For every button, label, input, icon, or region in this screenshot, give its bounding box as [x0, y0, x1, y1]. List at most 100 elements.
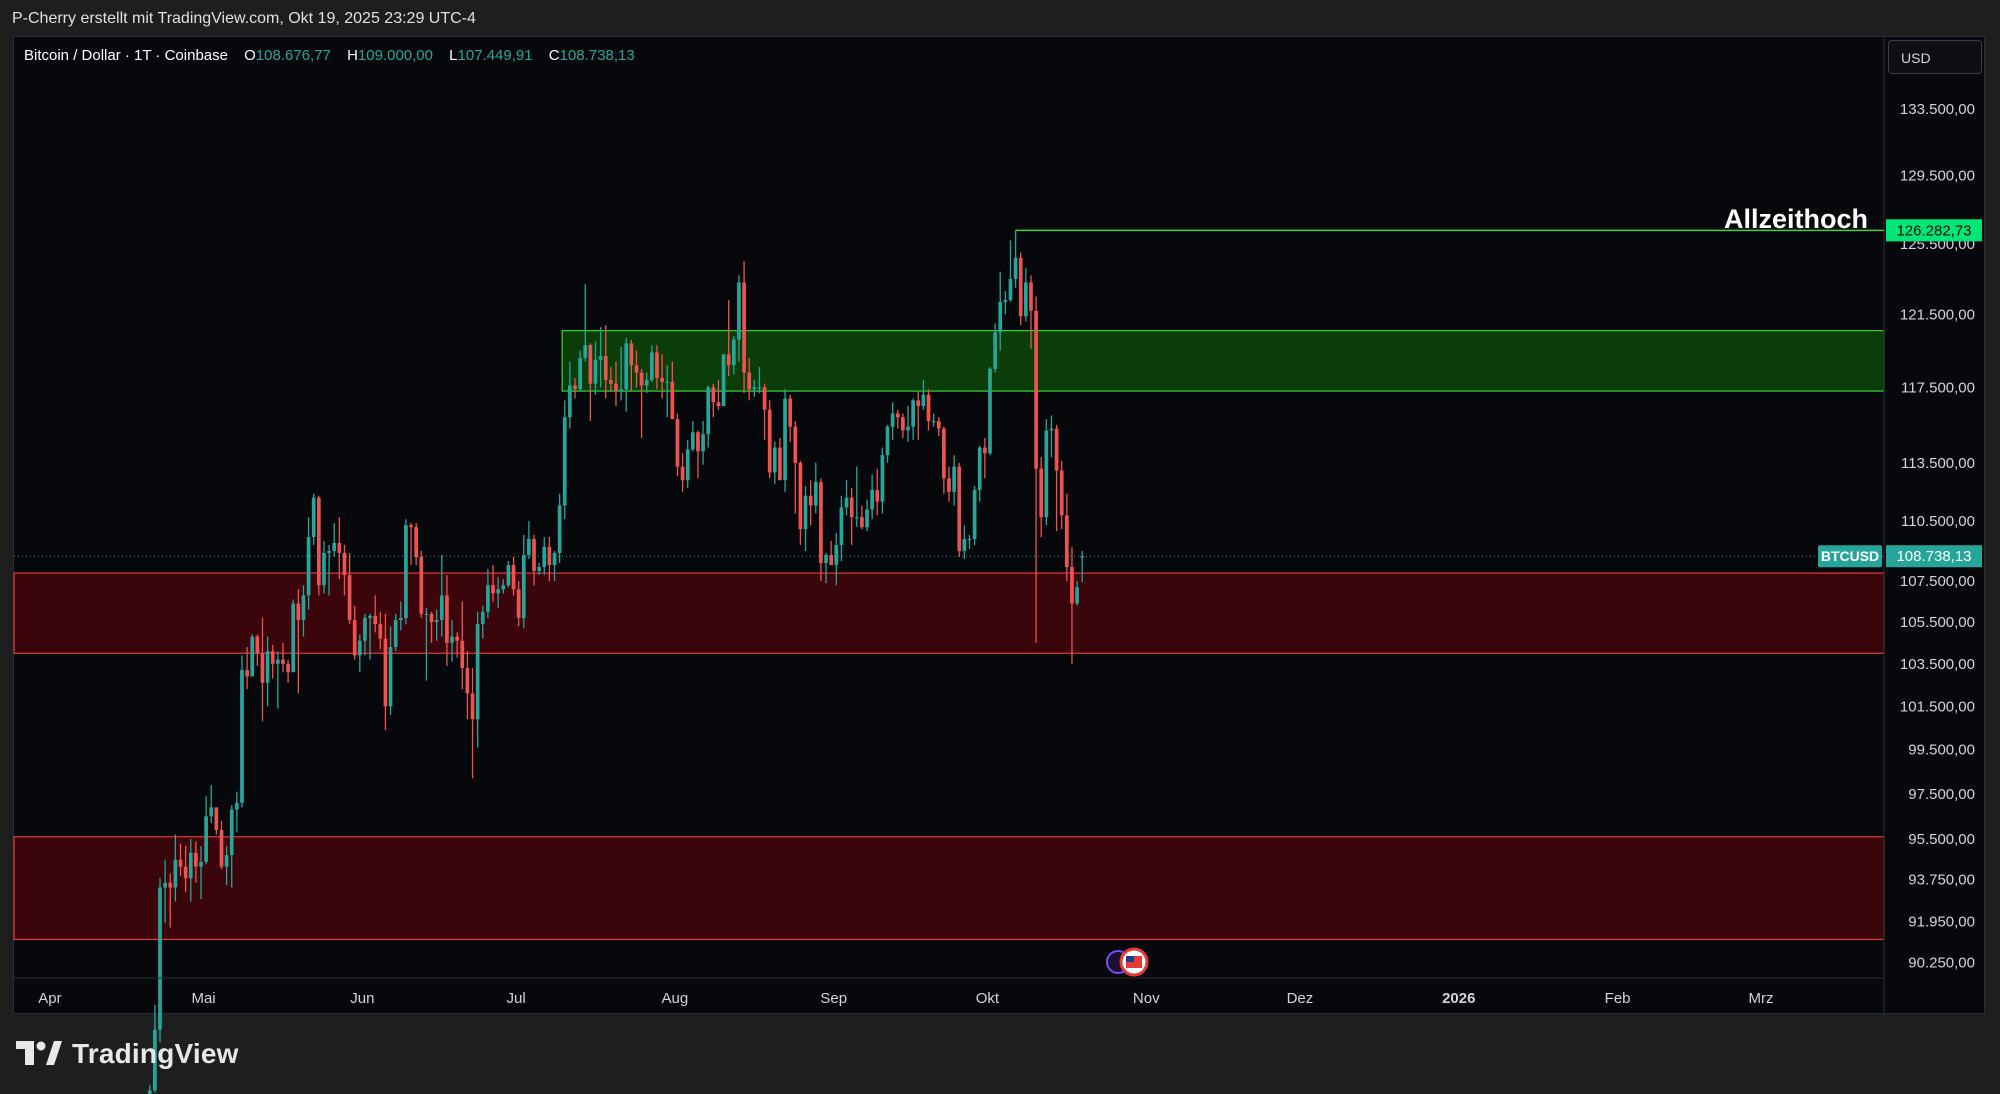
candle-body [439, 595, 444, 621]
time-tick-label: Jun [350, 990, 374, 1007]
candle-body [291, 603, 296, 673]
close-label: C [548, 47, 560, 64]
candle-body [1075, 587, 1079, 604]
candle-body [511, 565, 516, 590]
candle-body [398, 617, 403, 621]
candle-body [865, 509, 869, 528]
candle-layer [147, 230, 1085, 1094]
candle-body [936, 421, 941, 429]
candle-body [332, 542, 337, 551]
candle-body [532, 539, 536, 572]
candle-body [219, 829, 224, 867]
candle-body [583, 345, 588, 358]
candle-body [347, 575, 352, 621]
candle-body [644, 379, 649, 386]
price-axis-layer: 90.250,00 91.950,00 93.750,00 95.500,00 97.5… [1883, 37, 1975, 1014]
price-tick-label: 129.500,00 [1900, 168, 1975, 185]
ath-price-badge [1886, 219, 1982, 242]
candle-body [665, 381, 670, 383]
candle-body [194, 852, 198, 867]
candle-body [993, 332, 997, 369]
candle-body [598, 356, 603, 360]
candle-body [1049, 428, 1054, 431]
candle-body [639, 372, 644, 386]
currency-button[interactable]: USD [1888, 40, 1982, 74]
candle-body [352, 620, 357, 656]
candle-body [655, 352, 659, 379]
candle-body [977, 447, 982, 490]
candle-body [726, 354, 731, 366]
candle-body [824, 554, 828, 564]
candle-body [573, 385, 577, 390]
time-axis-layer: Apr Mai Jun Jul Aug Sep Okt Nov Dez 2026 Feb Mrz [14, 977, 1884, 1007]
candle-body [962, 539, 967, 551]
candle-body [1013, 257, 1018, 279]
candle-body [706, 387, 711, 435]
candle-body [808, 495, 813, 506]
time-tick-label: Okt [976, 990, 1000, 1007]
price-tick-label: 95.500,00 [1908, 831, 1975, 848]
candle-body [972, 489, 977, 540]
candle-body [450, 636, 454, 643]
candle-body [967, 539, 972, 541]
candle-body [562, 417, 567, 506]
time-tick-label: 2026 [1442, 990, 1475, 1007]
price-tick-label: 91.950,00 [1908, 914, 1975, 931]
candle-body [301, 595, 306, 621]
time-tick-label: Aug [662, 990, 689, 1007]
candle-body [311, 497, 316, 538]
candle-body [388, 647, 393, 707]
candle-body [147, 1090, 152, 1094]
candle-body [281, 659, 285, 664]
candle-body [742, 282, 746, 373]
candle-body [747, 372, 752, 390]
price-tick-label: 101.500,00 [1900, 698, 1975, 715]
candle-body [383, 638, 388, 707]
candle-body [445, 595, 449, 643]
candle-body [235, 802, 239, 810]
candle-body [844, 497, 849, 508]
candle-body [854, 517, 859, 519]
candle-body [552, 552, 557, 566]
candle-body [245, 670, 249, 677]
open-value: 108.676,77 [255, 47, 331, 64]
candle-body [393, 620, 398, 648]
candle-body [229, 809, 234, 856]
candle-body [1080, 556, 1085, 558]
candle-body [634, 365, 639, 373]
candle-body [465, 668, 470, 694]
candle-body [614, 383, 618, 392]
candle-body [988, 368, 992, 454]
candle-body [424, 613, 429, 615]
candle-body [404, 525, 408, 618]
candle-body [783, 398, 787, 481]
candle-body [778, 447, 782, 481]
candle-body [183, 866, 188, 879]
candle-body [690, 432, 695, 450]
candle-body [470, 693, 475, 720]
support-zone [13, 836, 1885, 941]
candle-body [199, 861, 203, 867]
candle-body [901, 417, 905, 431]
ath-annotation: Allzeithoch [1723, 204, 1868, 234]
price-tick-label: 107.500,00 [1900, 573, 1975, 590]
candle-body [557, 505, 562, 553]
candle-body [588, 345, 593, 384]
candle-body [737, 282, 741, 340]
time-tick-label: Mrz [1749, 990, 1774, 1007]
candle-body [337, 542, 342, 553]
candle-body [680, 466, 685, 481]
candle-body [819, 482, 823, 564]
candle-body [491, 585, 495, 594]
candle-body [998, 301, 1003, 333]
candle-body [342, 552, 347, 576]
candle-body [870, 489, 874, 510]
candle-body [547, 546, 552, 566]
candle-body [568, 385, 572, 418]
candle-body [429, 613, 434, 623]
candle-body [660, 378, 664, 382]
candle-body [1024, 282, 1028, 317]
low-label: L [449, 47, 458, 64]
price-tick-label: 103.500,00 [1900, 656, 1975, 673]
